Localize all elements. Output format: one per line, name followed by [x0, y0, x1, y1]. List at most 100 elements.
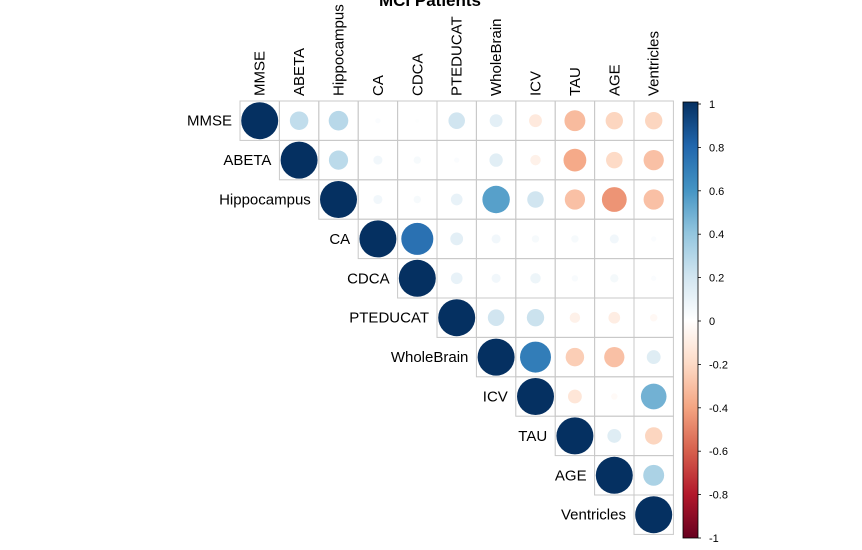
column-label: Hippocampus	[331, 4, 348, 96]
correlation-circle-PTEDUCAT-ICV	[526, 309, 545, 327]
correlation-circle-Hippocampus-ICV	[527, 191, 544, 208]
colorbar: 1 0.8 0.6 0.4 0.2 0 -0.2 -0.4 -0.6 -0.8 -1	[682, 99, 728, 545]
correlation-circle-Hippocampus-WholeBrain	[482, 185, 510, 214]
column-label: CA	[370, 75, 387, 96]
correlation-circle-PTEDUCAT-WholeBrain	[487, 309, 505, 326]
correlation-circle-Hippocampus-AGE	[601, 187, 627, 212]
correlation-circle-CDCA-WholeBrain	[491, 273, 501, 283]
column-labels: MMSE ABETA Hippocampus CA CDCA PTEDUCAT WholeB…	[252, 4, 663, 96]
correlation-circle-TAU-Ventricles	[645, 427, 663, 445]
correlation-circle-TAU-AGE	[607, 428, 622, 443]
colorbar-tick-label: 1	[709, 99, 715, 111]
column-label: PTEDUCAT	[449, 16, 466, 96]
correlation-circle-AGE-Ventricles	[643, 464, 665, 486]
correlation-circle-CA-Ventricles	[651, 236, 657, 242]
correlation-circle-PTEDUCAT-TAU	[569, 312, 581, 323]
correlation-circle-WholeBrain-WholeBrain	[477, 338, 515, 376]
correlation-circles	[241, 102, 673, 534]
correlation-circle-ABETA-Hippocampus	[328, 150, 349, 170]
correlation-circle-ICV-ICV	[517, 378, 554, 415]
correlation-circle-CA-CDCA	[401, 222, 434, 255]
correlation-circle-TAU-TAU	[556, 417, 594, 455]
column-label: ABETA	[291, 48, 308, 96]
row-label: CDCA	[347, 270, 390, 287]
row-label: WholeBrain	[391, 349, 469, 366]
correlation-circle-CDCA-PTEDUCAT	[450, 272, 463, 285]
correlation-circle-CDCA-CDCA	[398, 259, 436, 297]
correlation-circle-WholeBrain-TAU	[565, 347, 585, 367]
chart-title: MCI Patients	[379, 0, 481, 10]
correlation-circle-CA-ICV	[531, 235, 540, 243]
row-label: AGE	[555, 467, 587, 484]
row-label: CA	[329, 231, 350, 248]
correlation-circle-MMSE-AGE	[605, 112, 623, 130]
correlation-circle-CA-WholeBrain	[491, 234, 501, 244]
correlation-circle-WholeBrain-ICV	[520, 341, 551, 373]
correlation-circle-WholeBrain-Ventricles	[646, 350, 661, 365]
correlation-circle-MMSE-TAU	[564, 110, 586, 132]
row-label: Hippocampus	[219, 192, 311, 209]
colorbar-tick-label: -0.4	[709, 403, 728, 415]
column-label: WholeBrain	[488, 18, 505, 96]
correlation-circle-MMSE-MMSE	[241, 102, 279, 140]
correlation-circle-PTEDUCAT-Ventricles	[650, 314, 658, 322]
colorbar-tick-label: -0.6	[709, 446, 728, 458]
correlation-circle-CA-PTEDUCAT	[450, 232, 464, 246]
correlation-circle-Ventricles-Ventricles	[635, 496, 673, 534]
grid-cell	[633, 494, 674, 535]
row-labels: MMSE ABETA Hippocampus CA CDCA PTEDUCAT WholeB…	[187, 113, 626, 524]
correlation-circle-CDCA-ICV	[530, 273, 541, 284]
colorbar-tick-label: 0.2	[709, 273, 724, 285]
colorbar-gradient	[682, 101, 699, 539]
row-label: Ventricles	[561, 507, 626, 524]
correlation-circle-MMSE-Hippocampus	[328, 110, 349, 131]
correlation-circle-MMSE-ABETA	[289, 111, 309, 130]
correlation-circle-MMSE-CA	[375, 118, 381, 124]
grid	[239, 100, 674, 535]
colorbar-tick-label: 0.4	[709, 229, 724, 241]
correlation-circle-ABETA-Ventricles	[643, 149, 664, 171]
correlation-circle-CDCA-TAU	[571, 275, 579, 282]
row-label: ICV	[483, 389, 508, 406]
column-label: Ventricles	[646, 31, 663, 96]
correlation-circle-ABETA-AGE	[606, 151, 623, 169]
colorbar-tick-label: -0.2	[709, 359, 728, 371]
colorbar-tick-label: -1	[709, 533, 719, 545]
correlation-circle-ABETA-PTEDUCAT	[454, 157, 460, 163]
column-label: ICV	[528, 71, 545, 96]
correlation-circle-Hippocampus-TAU	[564, 189, 586, 210]
colorbar-tick-label: 0.8	[709, 142, 724, 154]
correlation-circle-PTEDUCAT-AGE	[608, 311, 621, 324]
column-label: CDCA	[409, 53, 426, 96]
colorbar-tick-label: -0.8	[709, 490, 728, 502]
correlation-circle-PTEDUCAT-PTEDUCAT	[438, 299, 476, 337]
row-label: TAU	[518, 428, 547, 445]
correlation-circle-AGE-AGE	[595, 456, 633, 494]
correlation-circle-Hippocampus-Hippocampus	[320, 181, 357, 218]
column-label: AGE	[606, 64, 623, 96]
column-label: TAU	[567, 67, 584, 96]
correlation-circle-WholeBrain-AGE	[604, 346, 625, 368]
correlation-circle-MMSE-Ventricles	[645, 112, 663, 130]
correlation-circle-Hippocampus-CDCA	[413, 195, 421, 204]
correlation-circle-CDCA-AGE	[610, 274, 619, 283]
correlation-circle-MMSE-CDCA	[415, 118, 420, 123]
correlation-circle-ICV-AGE	[611, 393, 618, 400]
row-label: PTEDUCAT	[349, 310, 429, 327]
correlation-circle-ICV-TAU	[567, 389, 582, 404]
correlation-circle-ABETA-ICV	[530, 154, 541, 166]
correlation-circle-ABETA-ABETA	[280, 141, 318, 179]
correlation-circle-ABETA-CA	[373, 155, 383, 165]
correlation-circle-ICV-Ventricles	[640, 383, 667, 410]
correlation-circle-MMSE-ICV	[529, 114, 542, 128]
correlation-circle-CA-AGE	[609, 234, 619, 244]
colorbar-tick-label: 0.6	[709, 186, 724, 198]
row-label: ABETA	[223, 152, 271, 169]
correlation-circle-MMSE-PTEDUCAT	[448, 112, 465, 129]
correlation-circle-ABETA-CDCA	[413, 156, 421, 164]
correlation-circle-CA-TAU	[571, 235, 579, 243]
column-label: MMSE	[252, 51, 269, 96]
correlation-circle-CDCA-Ventricles	[651, 275, 657, 281]
correlation-circle-Hippocampus-CA	[373, 194, 383, 205]
